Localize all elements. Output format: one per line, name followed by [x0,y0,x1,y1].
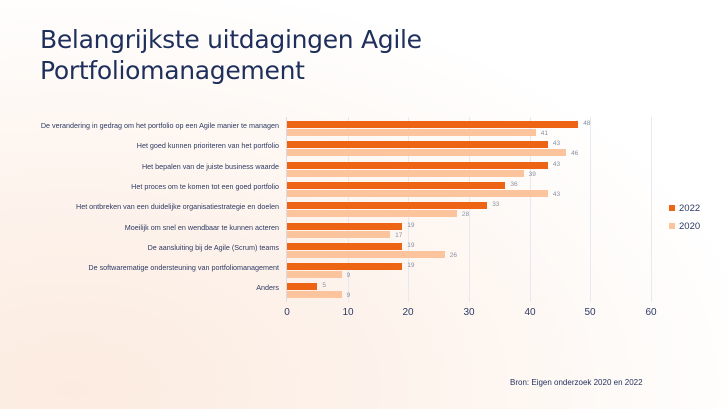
bar-2022 [287,181,506,189]
gridline [651,117,652,302]
category-label: De verandering in gedrag om het portfoli… [40,121,279,130]
value-label-2022: 36 [510,180,518,188]
source-note: Bron: Eigen onderzoek 2020 en 2022 [510,378,643,387]
value-label-2020: 39 [528,170,536,178]
bar-2020 [287,149,567,157]
legend-swatch-2022 [669,205,675,211]
legend-label-2020: 2020 [679,220,701,232]
category-label: De aansluiting bij de Agile (Scrum) team… [147,242,279,252]
bar-2022 [287,222,403,230]
x-tick-label: 0 [284,307,290,318]
slide-title-line-1: Belangrijkste uitdagingen Agile [40,25,422,54]
bar-2020 [287,230,391,238]
x-tick-label: 50 [584,307,596,318]
legend-label-2022: 2022 [679,202,701,214]
value-label-2020: 9 [346,272,351,280]
legend-item-2022: 2022 [669,200,700,216]
category-label: Moeilijk om snel en wendbaar te kunnen a… [124,222,279,232]
value-label-2020: 17 [395,231,403,239]
x-tick-label: 20 [402,307,414,318]
value-label-2022: 43 [552,160,561,168]
value-label-2020: 28 [461,211,470,219]
x-tick-label: 30 [463,307,475,318]
x-tick-label: 40 [524,307,536,318]
category-label: Het proces om te komen tot een goed port… [131,181,279,191]
legend-swatch-2020 [669,223,675,229]
bar-2020 [287,271,342,279]
value-label-2020: 41 [540,130,548,137]
gridline [348,117,349,302]
value-label-2022: 33 [492,201,500,209]
gridline [408,117,409,302]
bar-2020 [287,189,548,197]
category-label: Het goed kunnen prioriteren van het port… [136,141,279,151]
slide-title-line-2: Portfoliomanagement [40,56,305,85]
gridline [530,117,531,302]
bar-2022 [287,242,403,250]
category-label: Anders [256,283,279,293]
bar-2020 [287,169,524,177]
chart-legend: 2022 2020 [669,200,700,236]
bar-2020 [287,210,457,218]
x-tick-label: 10 [342,307,354,318]
bar-2022 [287,161,548,169]
value-label-2022: 19 [407,262,415,270]
bar-2020 [287,129,536,136]
category-label: De softwarematige ondersteuning van port… [88,263,279,273]
value-label-2022: 43 [552,140,561,148]
value-label-2020: 9 [346,292,351,300]
slide-title: Belangrijkste uitdagingen Agile Portfoli… [40,24,422,86]
value-label-2022: 48 [583,120,591,127]
x-tick-label: 60 [645,307,657,318]
value-label-2022: 5 [322,282,326,290]
bar-2020 [287,250,445,258]
bar-2020 [287,291,342,299]
bar-2022 [287,141,548,149]
gridline [469,117,470,302]
legend-item-2020: 2020 [669,218,700,234]
value-label-2020: 46 [571,150,579,158]
value-label-2020: 26 [449,251,457,259]
bar-2022 [287,202,488,210]
category-label: Het bepalen van de juiste business waard… [141,161,279,171]
gridline [590,117,591,302]
value-label-2022: 19 [407,241,415,249]
value-label-2020: 43 [552,190,561,198]
y-axis-line [286,117,287,302]
bar-2022 [287,121,579,128]
bar-2022 [287,263,403,271]
value-label-2022: 19 [407,221,415,229]
category-label: Het ontbreken van een duidelijke organis… [76,202,279,212]
bar-2022 [287,283,318,291]
